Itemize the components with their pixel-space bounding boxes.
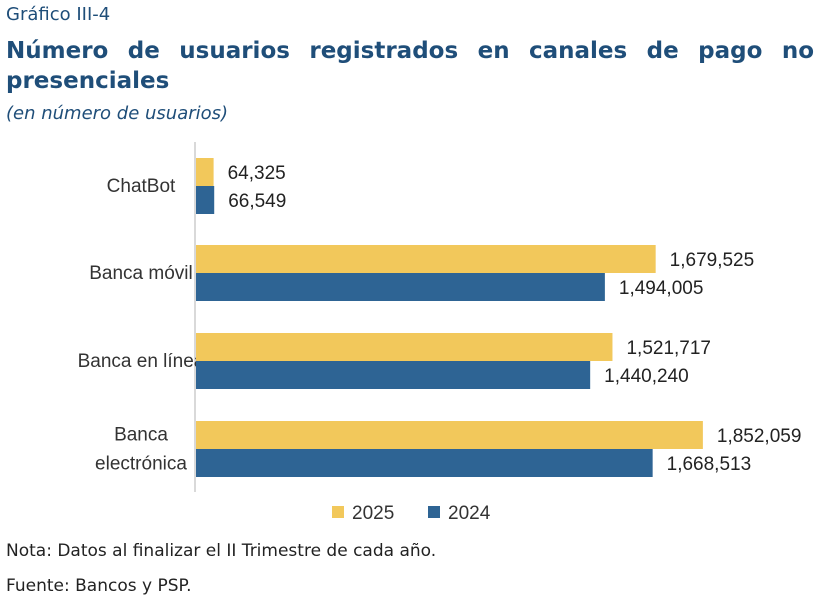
data-label: 1,494,005 (619, 278, 704, 299)
category-label-line: Banca móvil (89, 263, 193, 284)
chart-kicker: Gráfico III-4 (6, 4, 111, 25)
bar-2025 (196, 245, 656, 273)
data-label: 1,679,525 (670, 250, 755, 271)
bar-2024 (196, 449, 653, 477)
chart-subtitle: (en número de usuarios) (6, 103, 229, 124)
category-label-line: Banca en línea (78, 351, 205, 372)
data-label: 66,549 (228, 191, 286, 212)
data-label: 1,668,513 (667, 454, 752, 475)
bar-2024 (196, 186, 215, 214)
data-label: 64,325 (228, 163, 286, 184)
bar-2025 (196, 421, 703, 449)
chart-source: Fuente: Bancos y PSP. (6, 576, 192, 596)
category-label-line: electrónica (95, 454, 187, 475)
category-label: ChatBot (107, 176, 176, 197)
data-label: 1,521,717 (626, 338, 711, 359)
bar-2024 (196, 273, 605, 301)
bar-2025 (196, 333, 613, 361)
bar-2024 (196, 361, 591, 389)
category-label-line: Banca (114, 425, 168, 446)
bar-chart: ChatBot 64,325 66,549 Banca móvil 1,679,525 1… (78, 142, 802, 524)
data-label: 1,852,059 (717, 426, 802, 447)
data-label: 1,440,240 (604, 366, 689, 387)
category-label: Banca móvil (89, 263, 193, 284)
legend-label-2025: 2025 (352, 503, 394, 524)
legend-label-2024: 2024 (448, 503, 491, 524)
chart-title: Número de usuarios registrados en canale… (6, 38, 814, 94)
bar-2025 (196, 158, 214, 186)
chart-note: Nota: Datos al finalizar el II Trimestre… (6, 541, 437, 561)
legend-swatch-2024 (428, 506, 440, 518)
legend-swatch-2025 (332, 506, 344, 518)
category-label: Banca en línea (78, 351, 205, 372)
category-label-line: ChatBot (107, 176, 176, 197)
category-label: Banca electrónica (95, 425, 187, 475)
